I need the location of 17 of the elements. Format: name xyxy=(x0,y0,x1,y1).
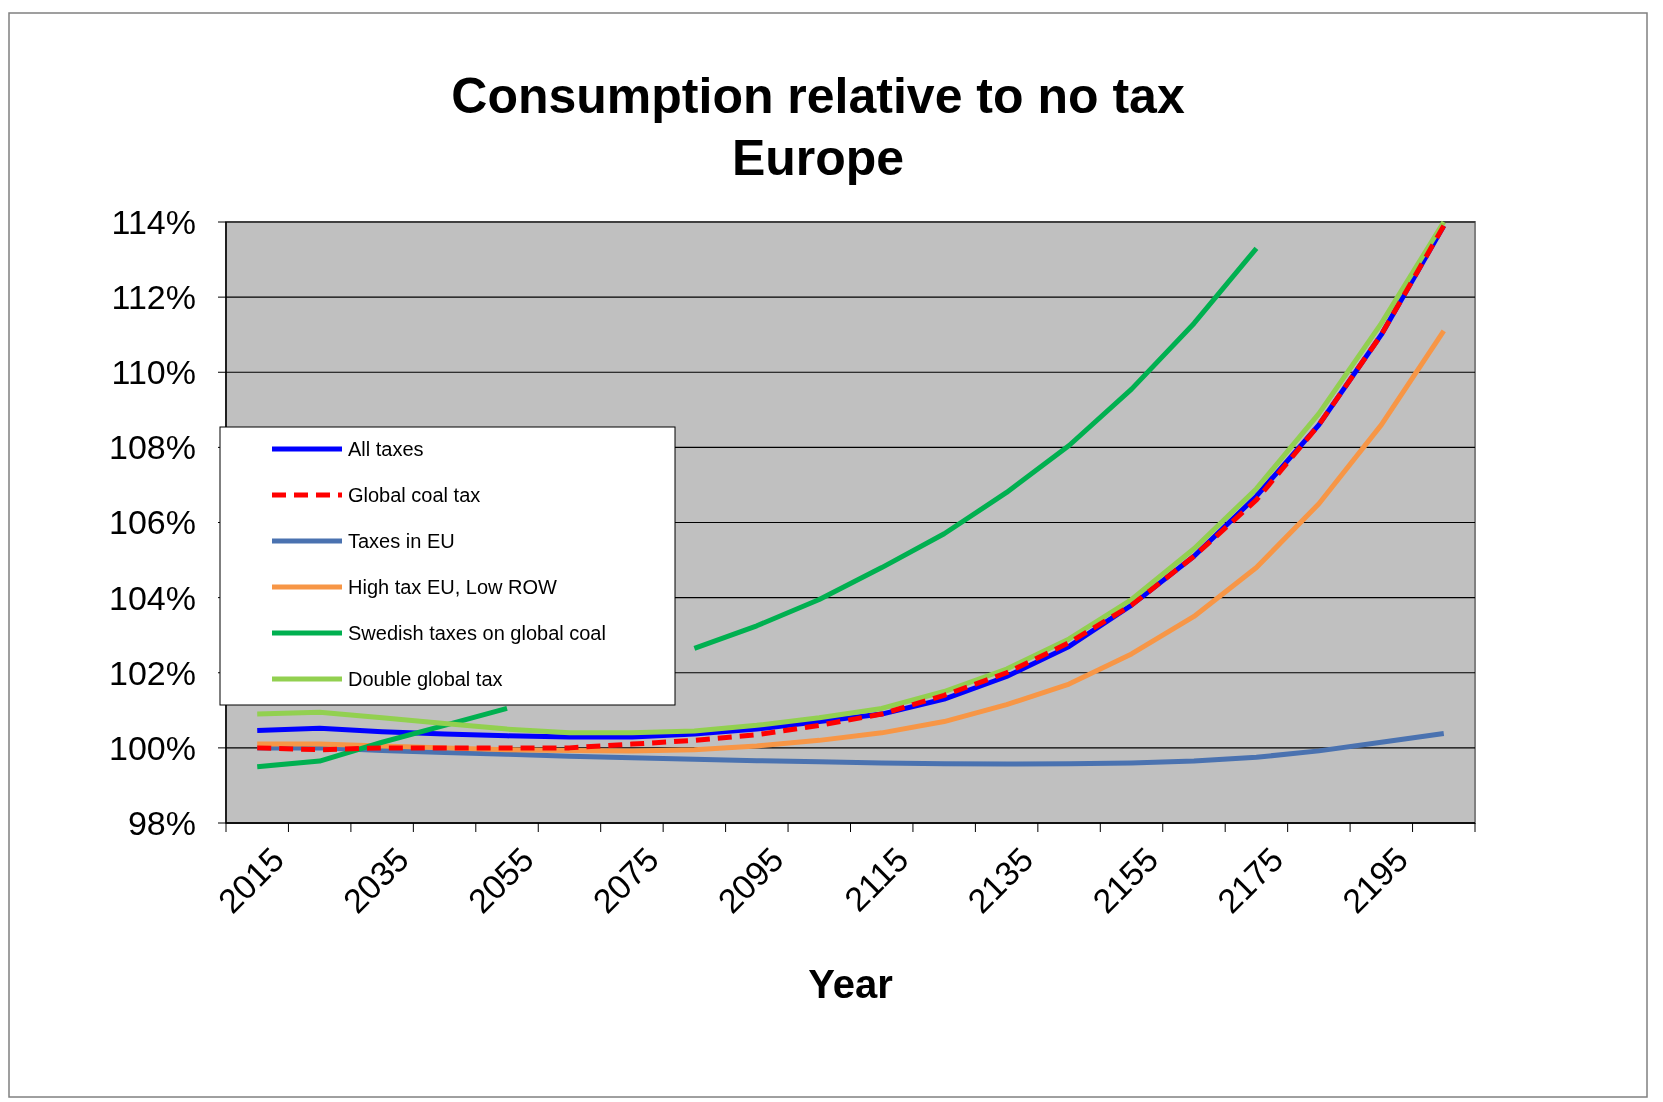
legend-label: Swedish taxes on global coal xyxy=(348,622,606,644)
y-tick-label: 108% xyxy=(109,428,196,467)
chart-title: Consumption relative to no tax Europe xyxy=(451,68,1185,186)
legend-label: Global coal tax xyxy=(348,484,481,506)
y-tick-label: 98% xyxy=(127,803,196,842)
y-tick-label: 110% xyxy=(111,353,196,392)
y-tick-label: 106% xyxy=(109,503,196,542)
y-tick-label: 114% xyxy=(111,202,196,241)
y-tick-label: 104% xyxy=(109,578,196,617)
legend-label: Taxes in EU xyxy=(348,530,455,552)
y-tick-label: 112% xyxy=(111,278,196,317)
legend-label: Double global tax xyxy=(348,668,503,690)
y-tick-label: 102% xyxy=(109,653,196,692)
y-tick-label: 100% xyxy=(109,728,196,767)
x-axis-title: Year xyxy=(808,962,893,1006)
legend-label: High tax EU, Low ROW xyxy=(348,576,558,598)
legend-label: All taxes xyxy=(348,438,424,460)
